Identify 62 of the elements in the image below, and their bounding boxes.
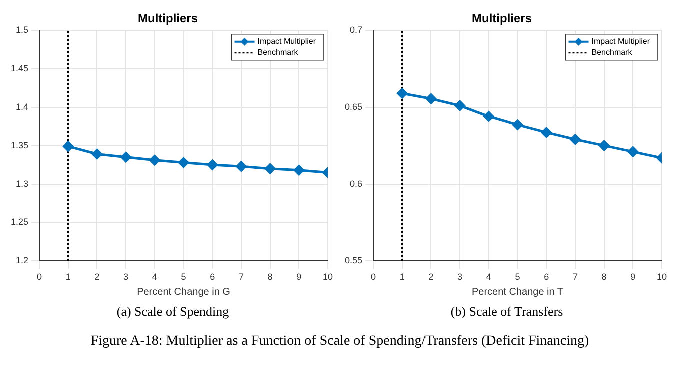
point — [92, 149, 102, 160]
y-tick-label: 0.6 — [350, 178, 363, 189]
x-tick-label: 9 — [630, 272, 636, 282]
y-tick-label: 1.3 — [16, 178, 29, 189]
legend-label: Impact Multiplier — [592, 37, 650, 46]
y-tick-label: 1.35 — [10, 140, 29, 150]
x-tick-label: 3 — [458, 272, 463, 282]
y-tick-label: 1.2 — [16, 256, 29, 266]
point — [178, 157, 190, 168]
point — [265, 164, 276, 174]
point — [484, 111, 494, 122]
text: (a) Scale of Spending — [116, 304, 230, 320]
y-tick-label: 1.5 — [16, 24, 29, 35]
x-axis-title: Percent Change in T — [472, 286, 564, 298]
x-tick-label: 2 — [94, 272, 100, 282]
x-tick-label: 3 — [124, 272, 129, 282]
point — [599, 140, 610, 152]
point — [512, 120, 524, 130]
legend-label: Impact Multiplier — [258, 37, 316, 46]
y-tick-label: 0.65 — [344, 102, 363, 112]
x-tick-label: 7 — [572, 272, 578, 282]
chart-title: Multipliers — [472, 12, 532, 26]
point — [426, 94, 436, 104]
point — [63, 141, 74, 152]
y-tick-label: 0.55 — [344, 256, 363, 266]
ref-line-label: Benchmark — [592, 48, 634, 58]
y-tick-label: 1.4 — [16, 102, 29, 112]
x-tick-label: 0 — [37, 272, 42, 282]
x-tick-label: 6 — [544, 272, 550, 282]
point — [454, 100, 466, 112]
x-tick-label: 4 — [152, 272, 158, 282]
text: (b) Scale of Transfers — [450, 304, 564, 320]
point — [397, 88, 408, 99]
y-tick-label: 0.7 — [350, 24, 363, 35]
x-tick-label: 9 — [296, 272, 302, 282]
x-tick-label: 8 — [602, 272, 607, 282]
y-tick-label: 1.45 — [10, 63, 29, 74]
x-tick-label: 8 — [268, 272, 273, 282]
point — [541, 127, 552, 138]
ref-line-label: Benchmark — [258, 48, 300, 58]
text: Figure A-18: Multiplier as a Function of Scale of Spending/Transfers (Deficit Financing) — [90, 334, 590, 350]
y-tick-label: 1.25 — [10, 217, 29, 228]
x-tick-label: 7 — [238, 272, 244, 282]
x-tick-label: 2 — [428, 272, 434, 282]
x-tick-label: 0 — [371, 272, 376, 282]
x-tick-label: 10 — [656, 272, 668, 282]
x-tick-label: 5 — [181, 272, 186, 282]
point — [207, 160, 218, 170]
point — [294, 165, 304, 176]
x-tick-label: 4 — [486, 272, 492, 282]
point — [236, 161, 247, 172]
x-tick-label: 10 — [322, 272, 334, 282]
x-tick-label: 1 — [400, 272, 405, 282]
x-axis-title: Percent Change in G — [137, 286, 231, 298]
chart-title: Multipliers — [138, 12, 198, 26]
x-tick-label: 1 — [66, 272, 71, 282]
x-tick-label: 6 — [210, 272, 216, 282]
point — [628, 146, 638, 158]
x-tick-label: 5 — [515, 272, 520, 282]
point — [120, 152, 132, 163]
point — [150, 155, 160, 166]
point — [570, 134, 581, 145]
